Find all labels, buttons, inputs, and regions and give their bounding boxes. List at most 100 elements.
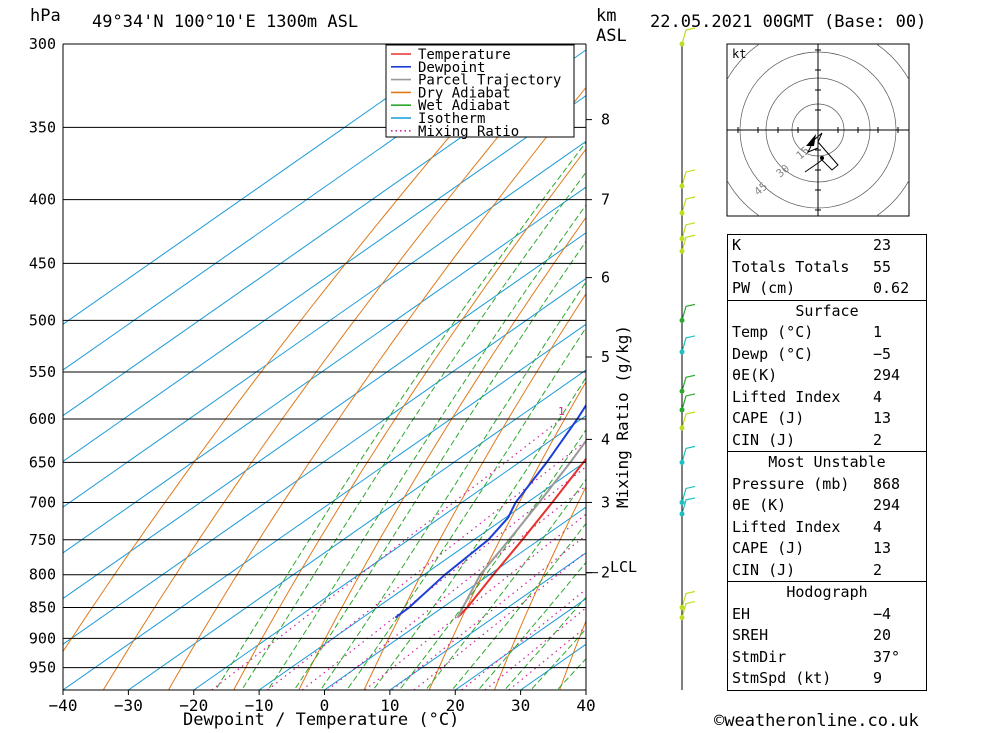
isotherm-line xyxy=(389,552,586,690)
index-value: 55 xyxy=(873,257,892,276)
legend-box xyxy=(385,44,575,138)
dry-adiabat-line xyxy=(493,485,586,690)
isotherm-line xyxy=(63,44,530,371)
wind-barb-staff xyxy=(681,497,696,515)
index-label: SREH xyxy=(732,626,769,644)
dry-adiabat-line xyxy=(363,292,586,690)
index-label: CAPE (J) xyxy=(732,539,805,557)
wind-barb-staff xyxy=(681,374,696,392)
index-value: 37° xyxy=(873,647,901,666)
isotherm-line xyxy=(63,232,586,600)
index-value: 20 xyxy=(873,626,892,644)
storm-motion-arrow-icon xyxy=(806,134,816,146)
pressure-tick-label: 450 xyxy=(29,254,56,272)
pressure-tick-label: 600 xyxy=(29,410,56,428)
index-label: Pressure (mb) xyxy=(732,474,850,493)
wind-barb-staff xyxy=(681,445,696,463)
station-location-title: 49°34'N 100°10'E 1300m ASL xyxy=(92,12,359,32)
isotherm-line xyxy=(63,186,586,554)
axes: 1300350400450500550600650700750800850900… xyxy=(29,35,610,715)
index-label: CIN (J) xyxy=(732,430,796,449)
isotherm-line xyxy=(63,95,586,463)
mixing-ratio-label: 1 xyxy=(558,405,565,418)
wet-adiabat-line xyxy=(267,204,586,690)
most-unstable-heading: Most Unstable xyxy=(768,453,886,471)
legend-entry-label: Parcel Trajectory xyxy=(418,73,561,89)
dry-adiabat-line xyxy=(428,380,586,690)
pressure-tick-label: 300 xyxy=(29,35,56,53)
km-tick-label: 8 xyxy=(601,111,610,129)
surface-row: θE(K) 294 xyxy=(728,365,926,387)
legend-entry-label: Temperature xyxy=(418,47,511,63)
wind-barb-staff xyxy=(681,485,696,503)
dry-adiabat-line xyxy=(168,86,586,690)
index-label: Temp (°C) xyxy=(732,323,814,341)
dry-adiabat-line xyxy=(102,44,576,690)
hodo-row: SREH 20 xyxy=(728,625,926,647)
pressure-tick-label: 700 xyxy=(29,493,56,511)
wet-adiabat-line xyxy=(293,240,586,690)
index-label: CIN (J) xyxy=(732,560,796,579)
x-tick-label: −30 xyxy=(114,696,143,715)
index-label: CAPE (J) xyxy=(732,409,805,427)
wet-adiabat-line xyxy=(398,428,586,690)
mixing-ratio-line xyxy=(364,513,586,690)
dry-adiabat-line xyxy=(951,44,1000,690)
index-label: PW (cm) xyxy=(732,279,796,297)
surface-indices-box: Surface Temp (°C) 1 Dewp (°C) −5 θE(K) 294 … xyxy=(727,300,927,452)
km-tick-label: 4 xyxy=(601,430,610,448)
index-value: 0.62 xyxy=(873,279,910,297)
background-lines xyxy=(63,44,1000,690)
index-label: StmSpd (kt) xyxy=(732,669,832,687)
index-label: θE(K) xyxy=(732,366,778,384)
mixing-ratio-line xyxy=(267,440,586,690)
index-value: 13 xyxy=(873,539,892,557)
pressure-tick-label: 850 xyxy=(29,599,56,617)
x-tick-label: −20 xyxy=(179,696,208,715)
wind-barb-staff xyxy=(681,196,696,214)
hodo-row: EH −4 xyxy=(728,604,926,626)
most-unstable-box: Most Unstable Pressure (mb) 868 θE (K) 294… xyxy=(727,452,927,582)
isotherm-line xyxy=(128,369,586,690)
isotherm-line xyxy=(63,277,586,645)
index-label: EH xyxy=(732,604,751,623)
index-value: 9 xyxy=(873,669,883,687)
wind-barb-staff xyxy=(681,601,696,618)
km-axis-label: km xyxy=(596,6,617,26)
index-row-k: K 23 xyxy=(728,235,926,257)
wind-barb-staff xyxy=(681,393,696,411)
x-tick-label: 40 xyxy=(576,696,595,715)
pressure-tick-label: 500 xyxy=(29,311,56,329)
hodograph-unit-label: kt xyxy=(732,47,746,61)
hodograph-rings xyxy=(727,44,909,216)
isotherm-line xyxy=(193,415,586,690)
index-value: 4 xyxy=(873,517,883,536)
pressure-tick-label: 350 xyxy=(29,118,56,136)
copyright-link[interactable]: ©weatheronline.co.uk xyxy=(714,711,919,731)
surface-row: CAPE (J) 13 xyxy=(728,408,926,430)
index-label: Totals Totals xyxy=(732,257,850,276)
pressure-tick-label: 550 xyxy=(29,363,56,381)
index-value: −4 xyxy=(873,604,892,623)
pressure-tick-label: 750 xyxy=(29,531,56,549)
wind-barb-staff xyxy=(681,335,696,353)
general-indices-box: K 23 Totals Totals 55 PW (cm) 0.62 xyxy=(727,234,927,301)
wind-barb-column xyxy=(679,27,696,690)
index-value: 4 xyxy=(873,387,883,406)
pressure-tick-label: 800 xyxy=(29,566,56,584)
index-value: −5 xyxy=(873,344,892,363)
wet-adiabat-line xyxy=(319,281,586,690)
mu-row: Lifted Index 4 xyxy=(728,517,926,539)
index-value: 2 xyxy=(873,560,883,579)
isotherm-line xyxy=(63,323,586,690)
dry-adiabat-line xyxy=(298,216,586,690)
pressure-tick-label: 650 xyxy=(29,453,56,471)
index-label: Dewp (°C) xyxy=(732,344,814,363)
mu-row: θE (K) 294 xyxy=(728,495,926,517)
wind-barb-staff xyxy=(681,222,696,239)
surface-heading: Surface xyxy=(795,301,859,320)
x-tick-label: 30 xyxy=(511,696,530,715)
index-label: Lifted Index xyxy=(732,387,841,406)
km-tick-label: 2 xyxy=(601,564,610,582)
